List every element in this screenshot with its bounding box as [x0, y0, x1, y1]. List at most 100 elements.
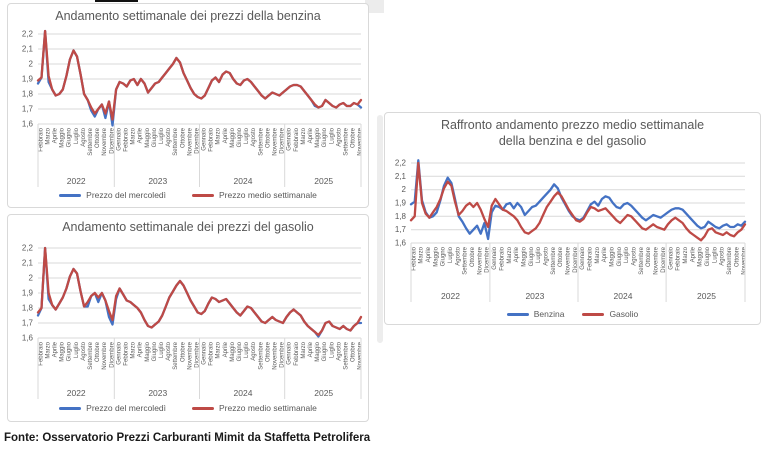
svg-text:Marzo: Marzo	[131, 127, 137, 144]
svg-text:2: 2	[29, 60, 34, 69]
svg-text:Agosto: Agosto	[81, 341, 87, 360]
benzina-weekly-chart[interactable]: Andamento settimanale dei prezzi della b…	[7, 3, 369, 208]
svg-text:Ottobre: Ottobre	[265, 341, 271, 362]
svg-text:Ottobre: Ottobre	[734, 246, 740, 267]
svg-text:Ottobre: Ottobre	[558, 246, 564, 267]
svg-text:1,9: 1,9	[395, 199, 407, 208]
svg-text:Dicembre: Dicembre	[661, 246, 667, 272]
legend-item: Prezzo del mercoledì	[59, 403, 166, 413]
svg-text:Agosto: Agosto	[336, 341, 342, 360]
svg-text:Luglio: Luglio	[536, 246, 542, 263]
svg-text:1,7: 1,7	[22, 319, 34, 328]
svg-text:Maggio: Maggio	[145, 341, 151, 361]
svg-text:Gennaio: Gennaio	[492, 246, 498, 269]
svg-text:Luglio: Luglio	[74, 341, 80, 358]
svg-text:2023: 2023	[148, 176, 167, 186]
svg-text:Marzo: Marzo	[131, 341, 137, 358]
svg-text:2: 2	[402, 185, 407, 194]
svg-text:2,1: 2,1	[395, 172, 407, 181]
legend-label: Prezzo medio settimanale	[219, 190, 317, 200]
svg-text:Novembre: Novembre	[654, 246, 660, 274]
svg-text:Dicembre: Dicembre	[195, 127, 201, 153]
svg-text:2022: 2022	[441, 291, 460, 301]
svg-text:Maggio: Maggio	[230, 341, 236, 361]
svg-text:Aprile: Aprile	[514, 246, 520, 262]
svg-text:Aprile: Aprile	[53, 127, 59, 143]
svg-text:Ottobre: Ottobre	[95, 127, 101, 148]
source-note: Fonte: Osservatorio Prezzi Carburanti Mi…	[4, 432, 371, 444]
svg-text:Luglio: Luglio	[244, 127, 250, 144]
svg-text:Gennaio: Gennaio	[580, 246, 586, 269]
svg-text:Giugno: Giugno	[529, 246, 535, 266]
chart-title-line1: Raffronto andamento prezzo medio settima…	[440, 118, 705, 132]
svg-text:Febbraio: Febbraio	[294, 341, 300, 365]
gasolio-weekly-chart[interactable]: Andamento settimanale dei prezzi del gas…	[7, 214, 369, 422]
legend-item: Gasolio	[582, 309, 638, 319]
svg-text:1,6: 1,6	[395, 239, 407, 248]
svg-text:Agosto: Agosto	[166, 341, 172, 360]
svg-text:2025: 2025	[697, 291, 716, 301]
svg-text:Gennaio: Gennaio	[116, 341, 122, 364]
svg-text:Luglio: Luglio	[329, 341, 335, 358]
svg-text:Febbraio: Febbraio	[124, 341, 130, 365]
svg-text:Aprile: Aprile	[53, 341, 59, 357]
svg-text:2022: 2022	[67, 176, 86, 186]
svg-text:1,6: 1,6	[22, 334, 34, 343]
svg-text:Marzo: Marzo	[301, 127, 307, 144]
svg-text:Settembre: Settembre	[173, 127, 179, 155]
svg-text:Giugno: Giugno	[705, 246, 711, 266]
svg-text:Luglio: Luglio	[244, 341, 250, 358]
svg-text:Marzo: Marzo	[683, 246, 689, 263]
svg-text:2: 2	[29, 274, 34, 283]
svg-text:Giugno: Giugno	[322, 341, 328, 361]
svg-text:Febbraio: Febbraio	[411, 246, 417, 270]
svg-text:Febbraio: Febbraio	[499, 246, 505, 270]
svg-text:Novembre: Novembre	[566, 246, 572, 274]
svg-text:Luglio: Luglio	[712, 246, 718, 263]
legend-line-sample	[59, 406, 82, 410]
svg-text:Settembre: Settembre	[258, 341, 264, 369]
svg-text:Ottobre: Ottobre	[470, 246, 476, 267]
svg-text:Ottobre: Ottobre	[351, 127, 357, 148]
svg-text:Dicembre: Dicembre	[573, 246, 579, 272]
svg-text:Giugno: Giugno	[67, 341, 73, 361]
svg-text:2,2: 2,2	[22, 244, 34, 253]
svg-text:Luglio: Luglio	[329, 127, 335, 144]
svg-text:Aprile: Aprile	[308, 127, 314, 143]
svg-text:Agosto: Agosto	[720, 246, 726, 265]
legend-line-sample	[506, 312, 529, 316]
svg-text:Gennaio: Gennaio	[668, 246, 674, 269]
svg-text:2023: 2023	[525, 291, 544, 301]
legend-label: Prezzo medio settimanale	[219, 403, 317, 413]
svg-text:Maggio: Maggio	[521, 246, 527, 266]
svg-text:1,8: 1,8	[22, 304, 34, 313]
svg-text:1,6: 1,6	[22, 120, 34, 129]
svg-text:Novembre: Novembre	[102, 341, 108, 369]
svg-text:Novembre: Novembre	[273, 127, 279, 155]
chart-title: Andamento settimanale dei prezzi del gas…	[62, 220, 314, 234]
svg-text:Maggio: Maggio	[698, 246, 704, 266]
svg-text:Aprile: Aprile	[138, 127, 144, 143]
svg-text:Maggio: Maggio	[315, 341, 321, 361]
svg-text:Gennaio: Gennaio	[202, 341, 208, 364]
chart-legend: Prezzo del mercoledì Prezzo medio settima…	[8, 403, 368, 413]
legend-item: Prezzo medio settimanale	[192, 403, 317, 413]
svg-text:1,9: 1,9	[22, 289, 34, 298]
svg-text:2,2: 2,2	[22, 30, 34, 39]
svg-text:Settembre: Settembre	[639, 246, 645, 274]
svg-text:2,2: 2,2	[395, 159, 407, 168]
svg-text:Ottobre: Ottobre	[180, 341, 186, 362]
svg-text:Luglio: Luglio	[74, 127, 80, 144]
svg-text:Marzo: Marzo	[45, 341, 51, 358]
svg-text:Giugno: Giugno	[237, 127, 243, 147]
svg-text:Marzo: Marzo	[595, 246, 601, 263]
svg-text:Luglio: Luglio	[159, 341, 165, 358]
comparison-chart[interactable]: Raffronto andamento prezzo medio settima…	[384, 112, 761, 325]
svg-text:1,7: 1,7	[22, 105, 34, 114]
svg-text:Ottobre: Ottobre	[95, 341, 101, 362]
svg-text:Aprile: Aprile	[138, 341, 144, 357]
svg-text:Febbraio: Febbraio	[676, 246, 682, 270]
chart-legend: Benzina Gasolio	[385, 309, 760, 319]
